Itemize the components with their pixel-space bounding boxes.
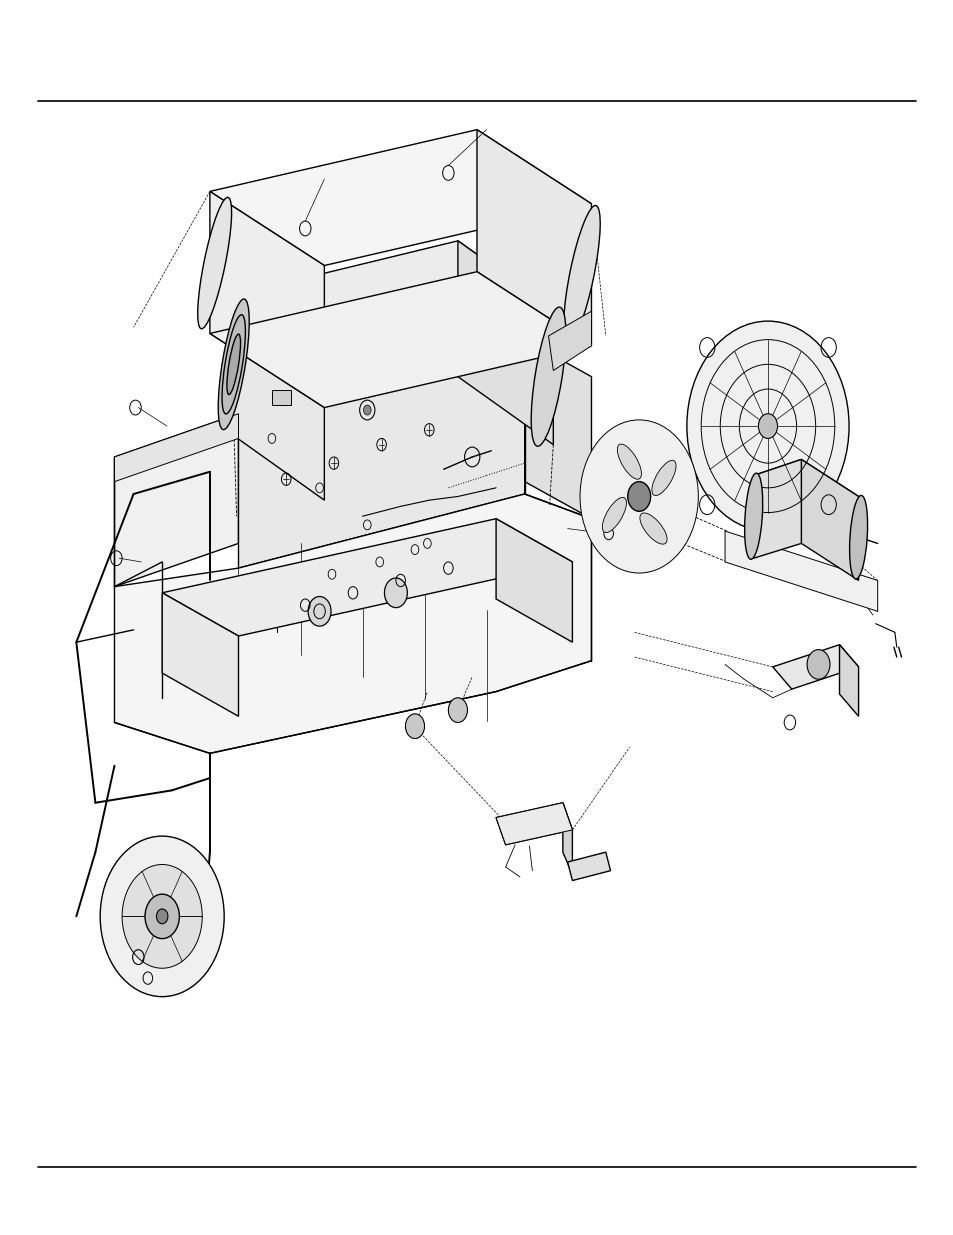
Polygon shape: [238, 340, 524, 568]
Circle shape: [405, 714, 424, 739]
Polygon shape: [210, 272, 591, 408]
Ellipse shape: [617, 445, 640, 479]
Polygon shape: [524, 340, 591, 519]
Ellipse shape: [744, 473, 761, 559]
Circle shape: [627, 482, 650, 511]
Polygon shape: [724, 531, 877, 611]
Polygon shape: [114, 414, 238, 482]
Polygon shape: [839, 645, 858, 716]
Polygon shape: [210, 191, 324, 408]
Polygon shape: [114, 494, 591, 753]
Circle shape: [363, 405, 371, 415]
Circle shape: [145, 894, 179, 939]
Polygon shape: [496, 803, 572, 845]
Circle shape: [686, 321, 848, 531]
FancyBboxPatch shape: [272, 390, 291, 405]
Ellipse shape: [849, 495, 866, 579]
Polygon shape: [562, 803, 572, 874]
Polygon shape: [801, 459, 858, 580]
Polygon shape: [457, 241, 553, 445]
Polygon shape: [753, 459, 801, 558]
Polygon shape: [496, 803, 572, 845]
Polygon shape: [210, 130, 591, 266]
Circle shape: [758, 414, 777, 438]
Polygon shape: [114, 414, 238, 587]
Circle shape: [122, 864, 202, 968]
Polygon shape: [753, 459, 858, 513]
Polygon shape: [229, 296, 324, 500]
Ellipse shape: [222, 315, 245, 414]
Ellipse shape: [563, 205, 599, 343]
Polygon shape: [162, 519, 572, 636]
Ellipse shape: [227, 335, 240, 394]
Polygon shape: [229, 241, 553, 364]
Ellipse shape: [197, 198, 232, 329]
Circle shape: [448, 698, 467, 722]
Ellipse shape: [218, 299, 249, 430]
Polygon shape: [548, 311, 591, 370]
Circle shape: [579, 420, 698, 573]
Ellipse shape: [639, 513, 666, 545]
Polygon shape: [567, 852, 610, 881]
Polygon shape: [162, 593, 238, 716]
Polygon shape: [772, 645, 858, 689]
Ellipse shape: [531, 308, 565, 446]
Circle shape: [308, 597, 331, 626]
Circle shape: [100, 836, 224, 997]
Ellipse shape: [601, 498, 626, 532]
Circle shape: [806, 650, 829, 679]
Circle shape: [156, 909, 168, 924]
Polygon shape: [496, 519, 572, 642]
Ellipse shape: [651, 461, 676, 495]
Circle shape: [384, 578, 407, 608]
Polygon shape: [476, 130, 591, 346]
